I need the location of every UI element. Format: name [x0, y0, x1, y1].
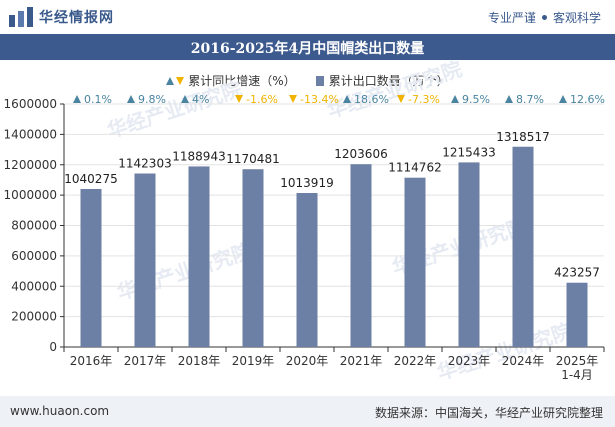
header-bar: 华经情报网 专业严谨 客观科学	[0, 0, 615, 34]
legend-item-growth[interactable]: 累计同比增速（%）	[166, 72, 296, 89]
bar-value-label: 1215433	[442, 145, 495, 159]
bar	[188, 166, 210, 347]
watermark-text: 华经产业研究院	[104, 77, 245, 143]
footer-source: 数据来源：中国海关，华经产业研究院整理	[374, 406, 603, 420]
watermark-text: 华经产业研究院	[324, 57, 465, 123]
x-tick-label: 1-4月	[561, 368, 593, 382]
bar	[80, 189, 102, 347]
x-tick-label: 2023年	[448, 354, 491, 368]
legend-growth-label: 累计同比增速（%）	[188, 74, 296, 88]
bar-value-label: 1188943	[172, 149, 225, 163]
bar-value-label: 1114762	[388, 161, 441, 175]
growth-rate-label: 4%	[192, 93, 209, 106]
bar	[566, 282, 588, 347]
bar-value-label: 423257	[554, 266, 600, 280]
triangle-down-icon	[176, 76, 185, 85]
y-tick-label: 800000	[11, 219, 57, 233]
y-tick-label: 1200000	[4, 158, 57, 172]
triangle-up-icon	[166, 76, 175, 85]
slogan: 专业严谨 客观科学	[488, 9, 601, 26]
x-tick-label: 2025年	[556, 354, 599, 368]
y-tick-label: 1400000	[4, 127, 57, 141]
chart-title: 2016-2025年4月中国帽类出口数量	[190, 41, 425, 57]
slogan-right: 客观科学	[552, 11, 601, 25]
growth-rate-label: -1.6%	[246, 93, 278, 106]
label-layer: 1040275 0.1% 1142303 9.8% 1188943 4% 1170481 -1…	[64, 93, 605, 280]
bar-value-label: 1318517	[496, 130, 549, 144]
bar-value-label: 1170481	[226, 152, 279, 166]
logo-text: 华经情报网	[39, 10, 114, 26]
slogan-dot-icon	[541, 15, 547, 20]
legend-volume-label: 累计出口数量（万个）	[328, 74, 449, 88]
x-tick-label: 2018年	[178, 354, 221, 368]
title-bar: 2016-2025年4月中国帽类出口数量	[0, 34, 615, 60]
bar	[134, 173, 156, 347]
y-tick-label: 1600000	[4, 97, 57, 111]
growth-up-icon	[127, 95, 135, 103]
bar	[242, 169, 264, 347]
chart-legend: 累计同比增速（%） 累计出口数量（万个）	[0, 72, 615, 89]
growth-up-icon	[451, 95, 459, 103]
footer-website[interactable]: www.huaon.com	[10, 404, 110, 418]
legend-item-volume[interactable]: 累计出口数量（万个）	[315, 72, 449, 89]
watermark-text: 华经产业研究院	[434, 319, 575, 385]
axis-layer: 0 200000 400000 600000 800000 1000000 1200000 1…	[4, 97, 605, 382]
footer: www.huaon.com 数据来源：中国海关，华经产业研究院整理	[0, 396, 615, 427]
x-tick-label: 2022年	[394, 354, 437, 368]
growth-rate-label: 8.7%	[516, 93, 544, 106]
bar	[296, 193, 318, 347]
bar-value-label: 1142303	[118, 157, 171, 171]
growth-down-icon	[289, 95, 297, 103]
y-tick-label: 600000	[11, 249, 57, 263]
growth-rate-label: -7.3%	[408, 93, 440, 106]
bar-value-label: 1013919	[280, 176, 333, 190]
bar	[458, 162, 480, 347]
growth-up-icon	[559, 95, 567, 103]
bar-value-label: 1040275	[64, 172, 117, 186]
bar-value-label: 1203606	[334, 147, 387, 161]
growth-rate-label: 9.5%	[462, 93, 490, 106]
logo-icon	[9, 7, 33, 27]
growth-rate-label: -13.4%	[300, 93, 339, 106]
growth-up-icon	[181, 95, 189, 103]
growth-rate-label: 0.1%	[84, 93, 112, 106]
bar	[512, 146, 534, 347]
bar	[350, 164, 372, 347]
watermark-layer: 华经产业研究院华经产业研究院华经产业研究院华经产业研究院华经产业研究院	[104, 57, 575, 385]
growth-up-icon	[505, 95, 513, 103]
x-tick-label: 2019年	[232, 354, 275, 368]
slogan-left: 专业严谨	[487, 11, 536, 25]
growth-rate-label: 18.6%	[354, 93, 389, 106]
growth-up-icon	[343, 95, 351, 103]
x-tick-label: 2020年	[286, 354, 329, 368]
growth-rate-label: 12.6%	[570, 93, 605, 106]
legend-bar-swatch	[315, 75, 324, 86]
logo[interactable]: 华经情报网	[8, 6, 114, 28]
y-tick-label: 1000000	[4, 188, 57, 202]
growth-rate-label: 9.8%	[138, 93, 166, 106]
x-tick-label: 2016年	[70, 354, 113, 368]
x-tick-label: 2017年	[124, 354, 167, 368]
y-tick-label: 400000	[11, 279, 57, 293]
growth-down-icon	[397, 95, 405, 103]
bar-chart: 华经产业研究院华经产业研究院华经产业研究院华经产业研究院华经产业研究院 1040…	[4, 57, 605, 385]
x-tick-label: 2021年	[340, 354, 383, 368]
bar	[404, 177, 426, 347]
y-tick-label: 200000	[11, 310, 57, 324]
growth-down-icon	[235, 95, 243, 103]
bar-layer	[80, 146, 588, 347]
growth-up-icon	[73, 95, 81, 103]
x-tick-label: 2024年	[502, 354, 545, 368]
y-tick-label: 0	[49, 340, 57, 354]
